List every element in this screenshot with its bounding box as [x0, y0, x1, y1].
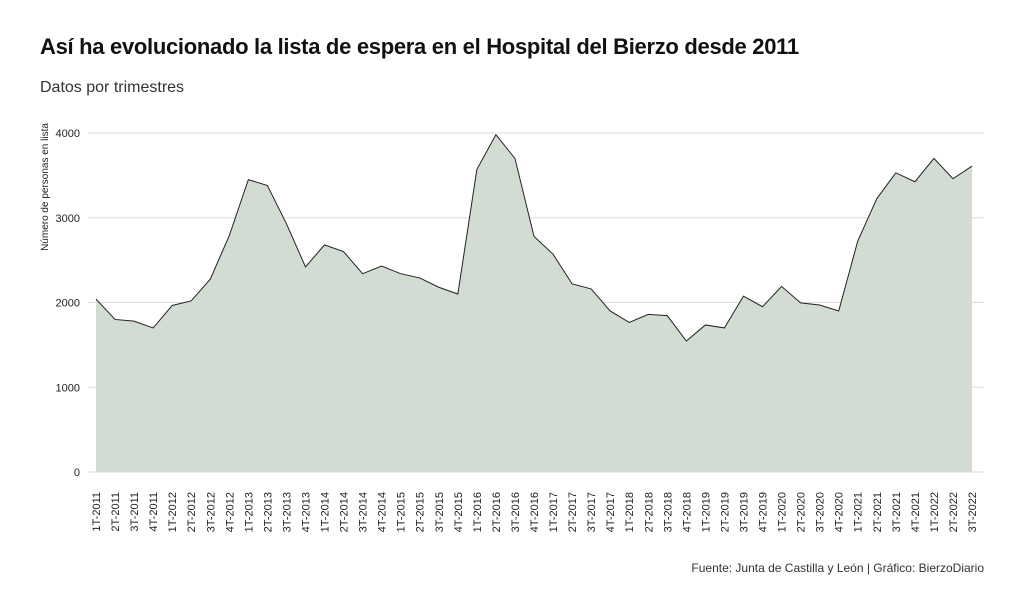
y-axis-label: Número de personas en lista [40, 123, 51, 251]
y-axis-ticks: 0 1000 2000 3000 4000 [56, 128, 80, 479]
x-tick-label: 2T-2021 [872, 492, 884, 532]
y-tick-label: 0 [74, 467, 80, 479]
x-tick-label: 4T-2019 [758, 492, 770, 532]
x-tick-label: 4T-2021 [910, 492, 922, 532]
x-tick-label: 4T-2013 [300, 492, 312, 532]
x-tick-label: 2T-2019 [719, 492, 731, 532]
x-tick-label: 2T-2015 [415, 492, 427, 532]
x-tick-label: 1T-2021 [853, 492, 865, 532]
x-tick-label: 4T-2014 [377, 492, 389, 532]
x-tick-label: 1T-2019 [700, 492, 712, 532]
x-tick-label: 2T-2011 [110, 492, 122, 532]
y-tick-label: 4000 [56, 128, 80, 140]
x-tick-label: 4T-2018 [681, 492, 693, 532]
y-tick-label: 2000 [56, 298, 80, 310]
x-tick-label: 2T-2012 [186, 492, 198, 532]
x-tick-label: 1T-2018 [624, 492, 636, 532]
x-tick-label: 3T-2020 [815, 492, 827, 532]
chart-title: Así ha evolucionado la lista de espera e… [40, 34, 799, 59]
x-tick-label: 3T-2016 [510, 492, 522, 532]
source-note: Fuente: Junta de Castilla y León | Gráfi… [691, 561, 984, 575]
x-axis-ticks: 1T-2011 2T-2011 3T-2011 4T-2011 1T-2012 2T-20… [91, 492, 979, 532]
x-tick-label: 3T-2017 [586, 492, 598, 532]
x-tick-label: 3T-2019 [738, 492, 750, 532]
x-tick-label: 3T-2011 [129, 492, 141, 532]
x-tick-label: 1T-2011 [91, 492, 103, 532]
series-area-fill [96, 134, 972, 472]
x-tick-label: 2T-2017 [567, 492, 579, 532]
x-tick-label: 3T-2013 [281, 492, 293, 532]
x-tick-label: 2T-2014 [339, 492, 351, 532]
x-tick-label: 2T-2022 [948, 492, 960, 532]
x-tick-label: 3T-2014 [358, 492, 370, 532]
x-tick-label: 2T-2018 [643, 492, 655, 532]
x-tick-label: 3T-2012 [205, 492, 217, 532]
x-tick-label: 2T-2016 [491, 492, 503, 532]
x-tick-label: 4T-2017 [605, 492, 617, 532]
x-tick-label: 2T-2013 [262, 492, 274, 532]
series-line [95, 133, 973, 342]
chart-subtitle: Datos por trimestres [40, 79, 185, 96]
x-tick-label: 1T-2014 [320, 492, 332, 532]
x-tick-label: 4T-2015 [453, 492, 465, 532]
x-tick-label: 4T-2016 [529, 492, 541, 532]
x-tick-label: 1T-2017 [548, 492, 560, 532]
x-tick-label: 1T-2022 [929, 492, 941, 532]
x-tick-label: 3T-2015 [434, 492, 446, 532]
x-tick-label: 2T-2020 [796, 492, 808, 532]
y-tick-label: 3000 [56, 213, 80, 225]
x-tick-label: 1T-2020 [777, 492, 789, 532]
x-tick-label: 1T-2015 [396, 492, 408, 532]
x-tick-label: 3T-2018 [662, 492, 674, 532]
x-tick-label: 4T-2012 [224, 492, 236, 532]
x-tick-label: 1T-2013 [243, 492, 255, 532]
x-tick-label: 3T-2021 [891, 492, 903, 532]
x-tick-label: 4T-2020 [834, 492, 846, 532]
x-tick-label: 4T-2011 [148, 492, 160, 532]
x-tick-label: 3T-2022 [967, 492, 979, 532]
x-tick-label: 1T-2012 [167, 492, 179, 532]
y-tick-label: 1000 [56, 382, 80, 394]
x-tick-label: 1T-2016 [472, 492, 484, 532]
